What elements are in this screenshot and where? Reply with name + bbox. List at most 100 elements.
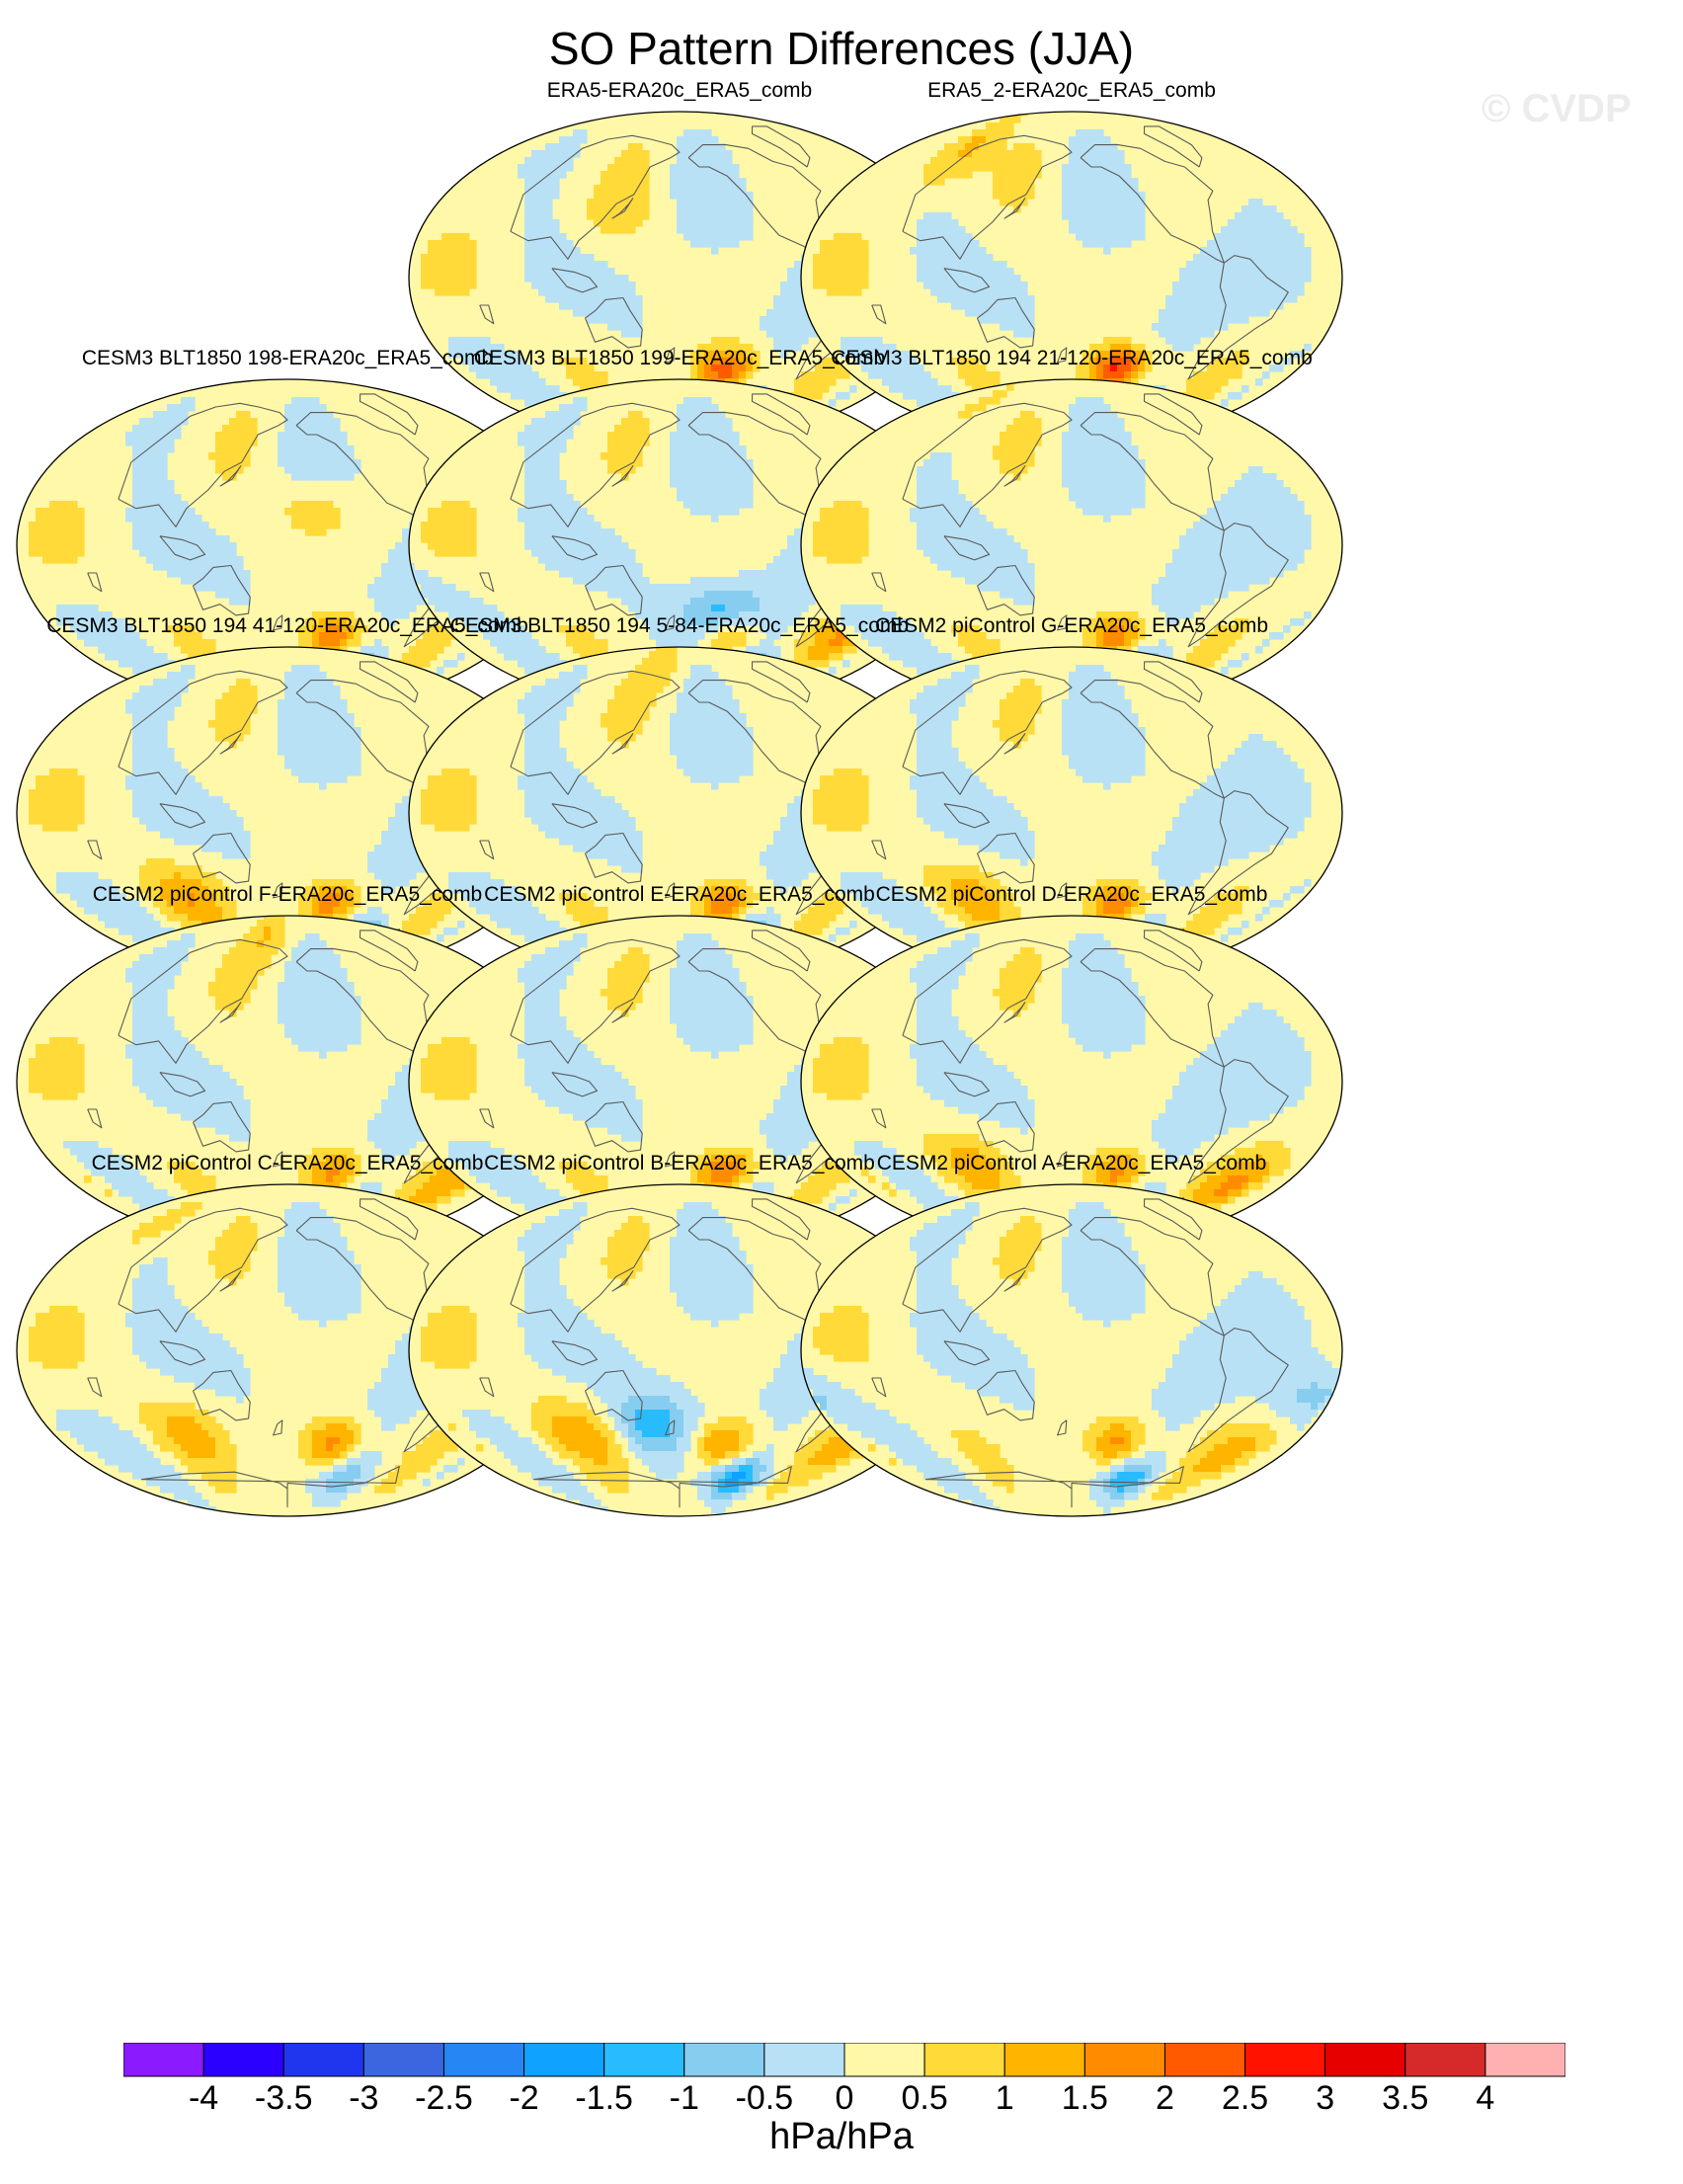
field-cell [1034,150,1042,158]
field-cell [690,618,698,626]
field-cell [552,385,560,393]
map-panel: CESM3 BLT1850 194 21-120-ERA20c_ERA5_com… [799,347,1344,714]
field-cell [105,639,113,647]
field-cell [1297,288,1305,296]
field-cell [388,577,396,585]
field-cell [566,157,574,165]
field-cell [827,247,835,255]
field-cell [607,542,615,550]
field-cell [1082,219,1090,227]
field-cell [1117,487,1125,495]
field-cell [469,535,477,543]
panel-title: CESM3 BLT1850 194 21-120-ERA20c_ERA5_com… [831,347,1313,369]
field-cell [430,632,438,640]
field-cell [725,501,733,509]
coastline [1080,144,1225,264]
field-cell [566,639,574,647]
field-cell [430,653,438,661]
field-cell [670,591,678,599]
field-cell [937,480,945,488]
field-cell [1262,282,1270,289]
field-cell [395,542,403,550]
field-cell [642,591,650,599]
field-cell [552,487,560,495]
field-cell [937,254,945,262]
field-cell [670,632,678,640]
field-cell [594,205,601,213]
field-cell [174,639,182,647]
field-cell [1062,445,1070,453]
field-cell [739,487,747,495]
field-cell [552,549,560,557]
field-cell [732,358,740,365]
field-cell [1255,254,1263,262]
field-cell [937,385,945,393]
field-cell [1152,323,1160,331]
field-cell [635,432,643,440]
field-cell [531,233,539,241]
field-cell [1062,205,1070,213]
field-cell [1096,358,1104,365]
field-cell [504,639,512,647]
panel-title: ERA5-ERA20c_ERA5_comb [546,79,813,102]
field-cell [448,268,456,276]
field-cell [531,247,539,255]
field-cell [531,226,539,234]
field-cell [1165,316,1173,324]
field-cell [566,563,574,571]
field-cell [559,288,567,296]
field-cell [573,136,581,144]
field-cell [1089,233,1097,241]
field-cell [441,515,449,523]
field-cell [854,240,862,248]
field-cell [518,358,525,365]
field-cell [305,528,313,536]
field-cell [1242,233,1249,241]
field-cell [153,508,161,516]
field-cell [1145,364,1153,372]
field-cell [718,618,726,626]
field-cell [326,522,334,529]
field-cell [573,295,581,303]
field-cell [923,212,931,220]
field-cell [201,584,209,592]
field-cell [614,556,622,564]
field-cell [1089,199,1097,206]
field-cell [725,171,733,179]
field-cell [1027,150,1035,158]
field-cell [930,392,938,400]
field-cell [1089,358,1097,365]
field-cell [201,570,209,578]
field-cell [628,323,636,331]
field-cell [801,653,809,661]
coastline [584,564,643,616]
field-cell [250,432,258,440]
field-cell [1117,425,1125,433]
field-cell [84,625,92,633]
field-cell [347,445,355,453]
field-cell [1096,371,1104,379]
field-cell [1269,302,1277,310]
field-cell [1221,364,1229,372]
field-cell [291,404,299,412]
field-cell [1262,247,1270,255]
field-cell [243,439,251,446]
field-cell [1076,445,1083,453]
field-cell [1221,275,1229,283]
field-cell [1082,445,1090,453]
field-cell [683,171,691,179]
field-cell [601,282,608,289]
field-cell [621,432,629,440]
field-cell [746,212,754,220]
field-cell [704,364,712,372]
field-cell [1034,157,1042,165]
field-cell [663,605,671,612]
field-cell [278,452,285,460]
field-cell [697,466,705,474]
field-cell [1000,116,1007,123]
field-cell [105,646,113,654]
field-cell [1235,487,1242,495]
field-cell [1076,233,1083,241]
field-cell [139,515,147,523]
field-cell [1110,371,1118,379]
